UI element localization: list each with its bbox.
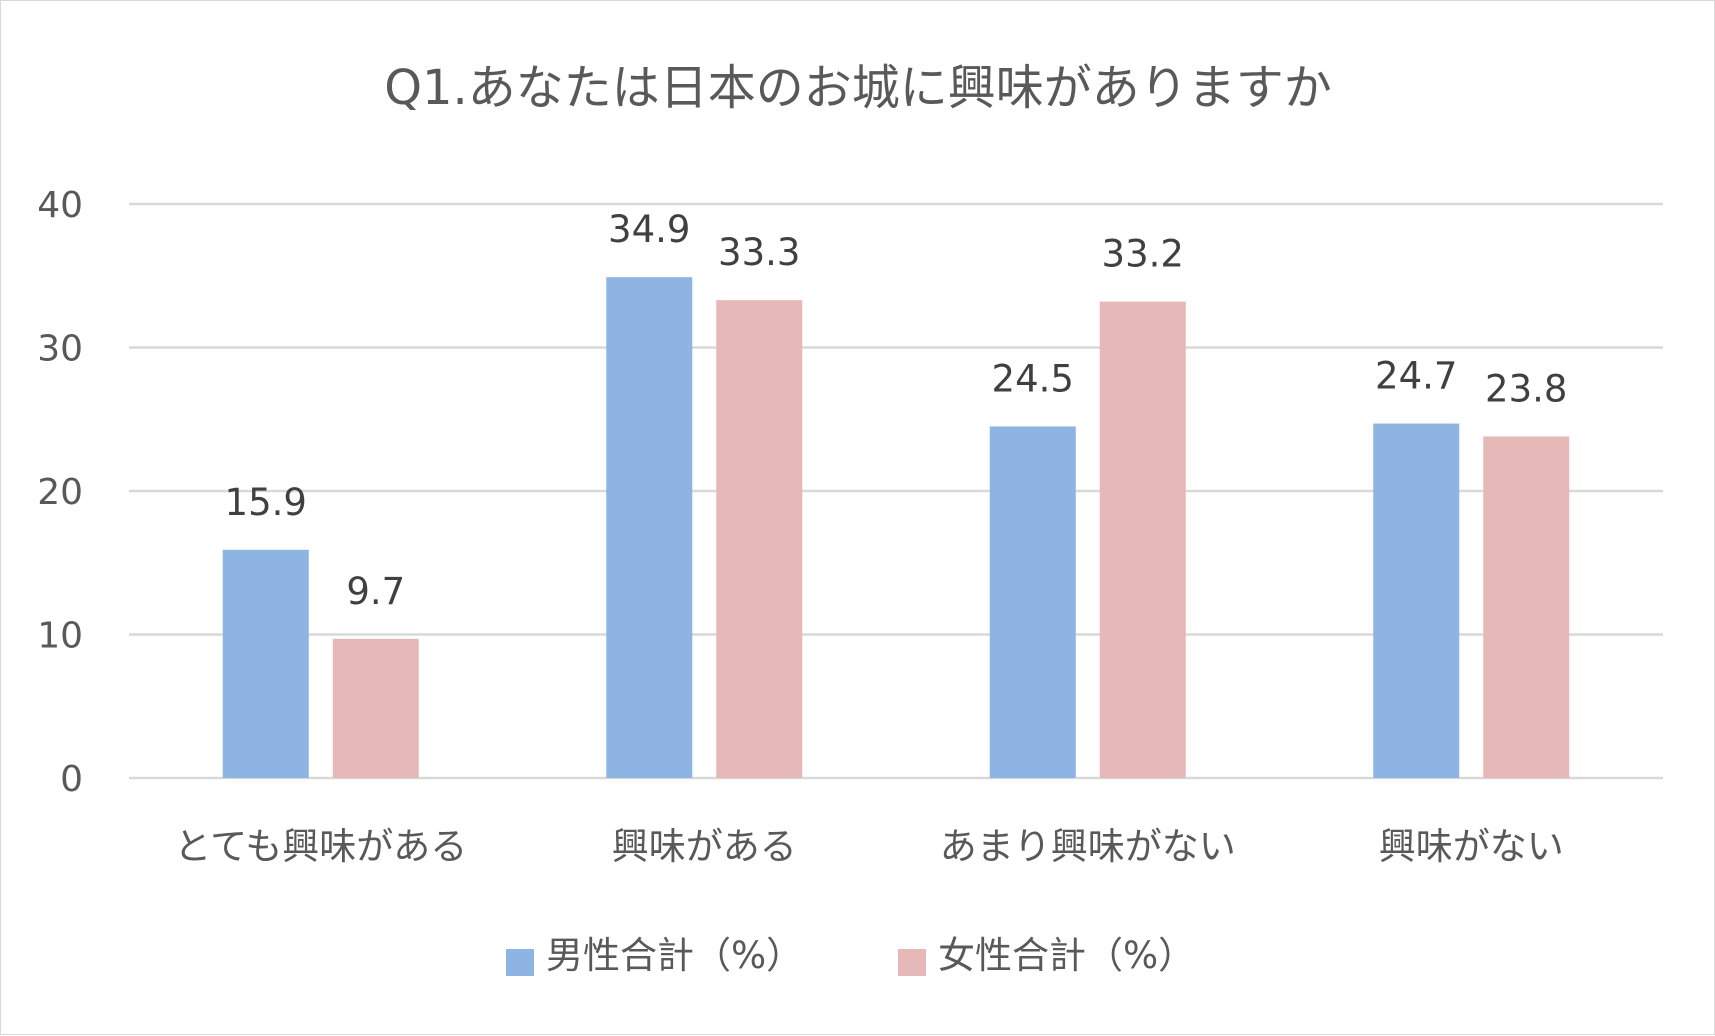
data-label: 33.2 (1102, 233, 1184, 276)
bar-female (1483, 436, 1570, 778)
y-tick-label: 20 (37, 472, 83, 513)
bar-male (606, 277, 693, 778)
data-label: 24.5 (992, 357, 1074, 400)
legend-swatch (506, 949, 534, 976)
data-label: 9.7 (346, 570, 405, 613)
bar-male (1373, 423, 1460, 778)
legend-label: 男性合計（%） (546, 934, 803, 977)
bars (222, 277, 1570, 778)
legend-swatch (898, 949, 926, 976)
category-label: あまり興味がない (940, 825, 1236, 868)
category-label: とても興味がある (174, 825, 467, 868)
data-label: 34.9 (608, 208, 690, 251)
y-tick-label: 40 (37, 185, 83, 226)
legend: 男性合計（%） 女性合計（%） (506, 934, 1195, 977)
y-axis-ticks: 0 10 20 30 40 (37, 185, 83, 800)
legend-label: 女性合計（%） (938, 934, 1195, 977)
category-label: 興味がある (612, 825, 797, 868)
bar-female (716, 300, 803, 778)
bar-female (332, 638, 419, 778)
data-label: 15.9 (225, 481, 307, 524)
y-tick-label: 10 (37, 616, 83, 657)
category-labels: とても興味がある 興味がある あまり興味がない 興味がない (174, 825, 1564, 868)
chart-title: Q1.あなたは日本のお城に興味がありますか (384, 60, 1332, 116)
data-labels: 15.9 9.7 34.9 33.3 24.5 33.2 24.7 23.8 (225, 208, 1568, 613)
data-label: 24.7 (1375, 355, 1457, 398)
y-tick-label: 30 (37, 329, 83, 370)
bar-male (222, 549, 309, 778)
category-label: 興味がない (1379, 825, 1564, 868)
data-label: 33.3 (718, 231, 800, 274)
bar-male (989, 426, 1076, 778)
y-tick-label: 0 (60, 759, 83, 800)
bar-female (1099, 301, 1186, 778)
data-label: 23.8 (1485, 367, 1567, 410)
